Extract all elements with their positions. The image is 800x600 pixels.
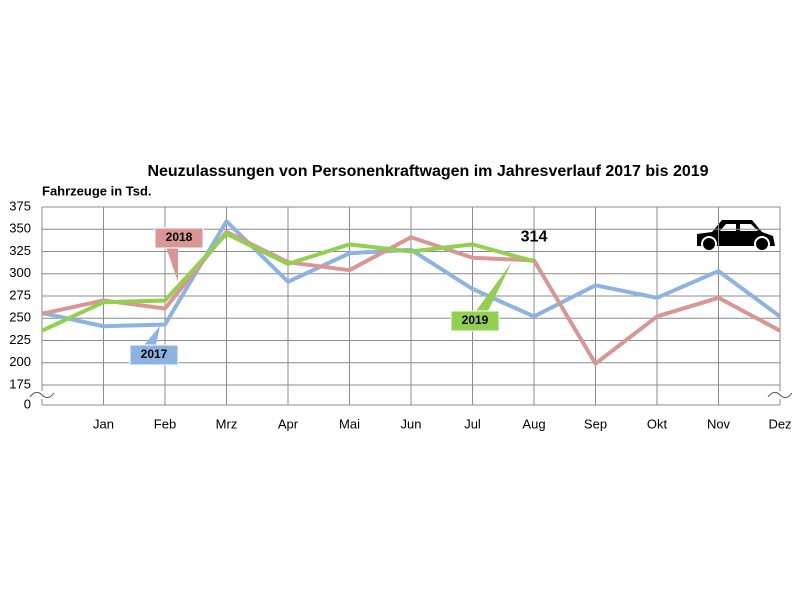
x-tick-label: Apr: [278, 416, 299, 431]
x-tick-label: Jul: [464, 416, 481, 431]
y-tick-label: 0: [24, 396, 31, 411]
data-label: 314: [521, 229, 548, 246]
y-tick-label: 300: [9, 265, 31, 280]
axis-break: [767, 391, 793, 399]
y-tick-label: 250: [9, 310, 31, 325]
x-tick-label: Mai: [339, 416, 360, 431]
y-tick-label: 275: [9, 287, 31, 302]
axis-break: [29, 391, 55, 399]
callout: [166, 247, 178, 282]
legend-label: 2017: [141, 347, 168, 361]
legend-box: [450, 310, 500, 332]
legend-box: [154, 227, 204, 249]
x-tick-label: Jan: [93, 416, 114, 431]
car-icon: [697, 220, 775, 252]
y-tick-label: 325: [9, 243, 31, 258]
y-tick-label: 200: [9, 354, 31, 369]
x-tick-label: Dez: [768, 416, 791, 431]
x-tick-label: Sep: [584, 416, 607, 431]
y-tick-label: 225: [9, 332, 31, 347]
y-axis-label: Fahrzeuge in Tsd.: [42, 183, 152, 198]
y-tick-label: 175: [9, 376, 31, 391]
chart-title: Neuzulassungen von Personenkraftwagen im…: [147, 163, 708, 180]
x-tick-label: Feb: [154, 416, 176, 431]
legend-box: [129, 344, 179, 366]
x-tick-label: Jun: [401, 416, 422, 431]
x-tick-label: Mrz: [216, 416, 238, 431]
x-tick-label: Aug: [522, 416, 545, 431]
x-tick-label: Okt: [647, 416, 668, 431]
series-line: [41, 229, 781, 366]
y-tick-label: 375: [9, 198, 31, 213]
x-tick-label: Nov: [707, 416, 731, 431]
legend-label: 2018: [166, 230, 193, 244]
y-tick-label: 350: [9, 221, 31, 236]
legend-label: 2019: [462, 313, 489, 327]
series-line: [41, 231, 535, 333]
callout: [144, 326, 160, 345]
callout: [476, 262, 512, 311]
